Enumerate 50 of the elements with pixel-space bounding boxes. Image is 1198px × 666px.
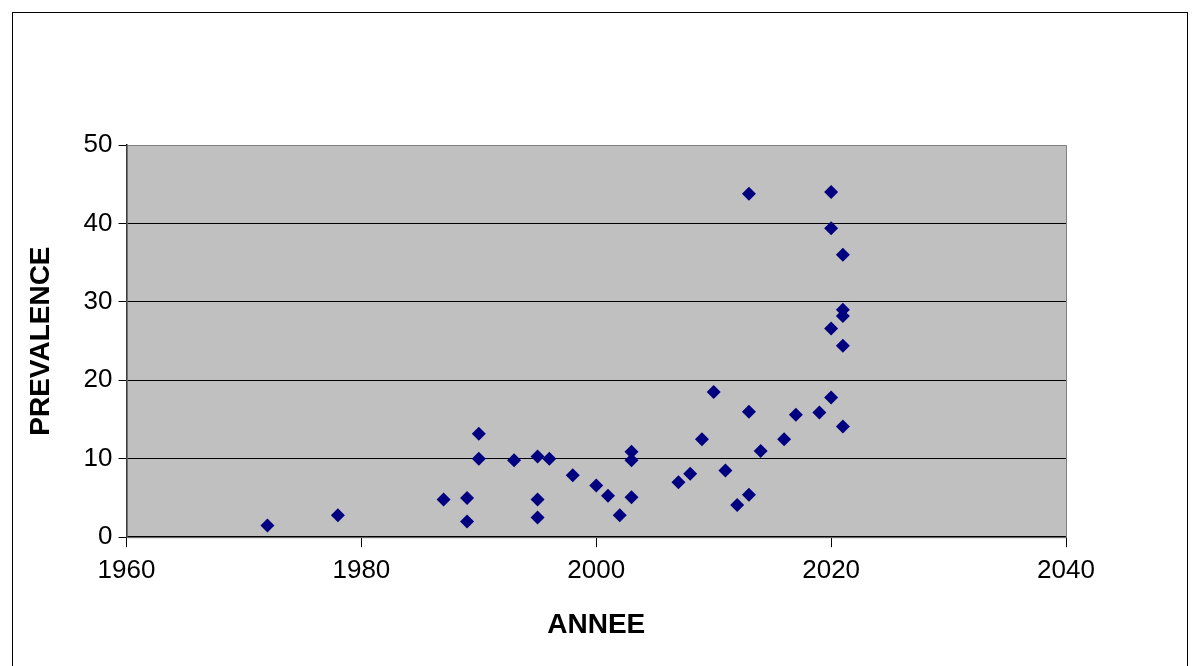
point <box>601 488 615 503</box>
point <box>460 490 475 505</box>
point <box>824 185 839 200</box>
point <box>624 490 639 505</box>
point <box>730 498 745 513</box>
point <box>741 487 756 502</box>
point <box>835 338 850 353</box>
x-tick-label: 2000 <box>567 553 626 584</box>
point <box>706 385 721 400</box>
point <box>824 390 839 405</box>
point <box>530 510 545 525</box>
y-tick-label: 40 <box>83 206 113 237</box>
point <box>530 492 545 507</box>
point <box>260 518 275 533</box>
point <box>460 514 475 529</box>
point <box>671 475 686 490</box>
point <box>694 432 709 447</box>
point <box>530 449 545 464</box>
point <box>718 463 733 478</box>
x-axis-title: ANNEE <box>547 607 646 639</box>
point <box>471 426 486 441</box>
point <box>835 247 850 262</box>
point <box>824 221 839 236</box>
point <box>436 492 451 507</box>
point <box>565 468 580 483</box>
point <box>741 186 756 201</box>
point <box>589 478 604 493</box>
point <box>330 508 345 523</box>
y-tick-label: 10 <box>83 441 113 472</box>
point <box>788 407 803 422</box>
y-tick-label: 20 <box>83 363 113 394</box>
y-tick-label: 30 <box>83 285 113 316</box>
point <box>824 321 839 336</box>
x-tick-label: 1960 <box>97 553 156 584</box>
point <box>612 508 627 523</box>
point <box>741 404 756 419</box>
x-tick-label: 2020 <box>802 553 861 584</box>
point <box>835 419 850 434</box>
y-tick-label: 50 <box>83 128 113 159</box>
point <box>777 432 792 447</box>
point <box>812 405 827 420</box>
x-tick-label: 1980 <box>332 553 391 584</box>
x-tick-label: 2040 <box>1037 553 1095 584</box>
point <box>507 453 522 468</box>
point <box>683 466 698 481</box>
y-tick-label: 0 <box>98 520 113 551</box>
point <box>471 451 486 466</box>
point <box>753 443 768 458</box>
y-axis-title: PREVALENCE <box>23 246 55 436</box>
point <box>542 451 557 466</box>
